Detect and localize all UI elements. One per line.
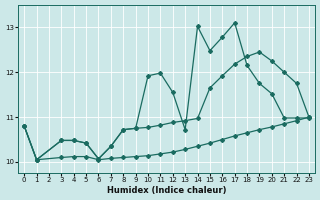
X-axis label: Humidex (Indice chaleur): Humidex (Indice chaleur): [107, 186, 226, 195]
